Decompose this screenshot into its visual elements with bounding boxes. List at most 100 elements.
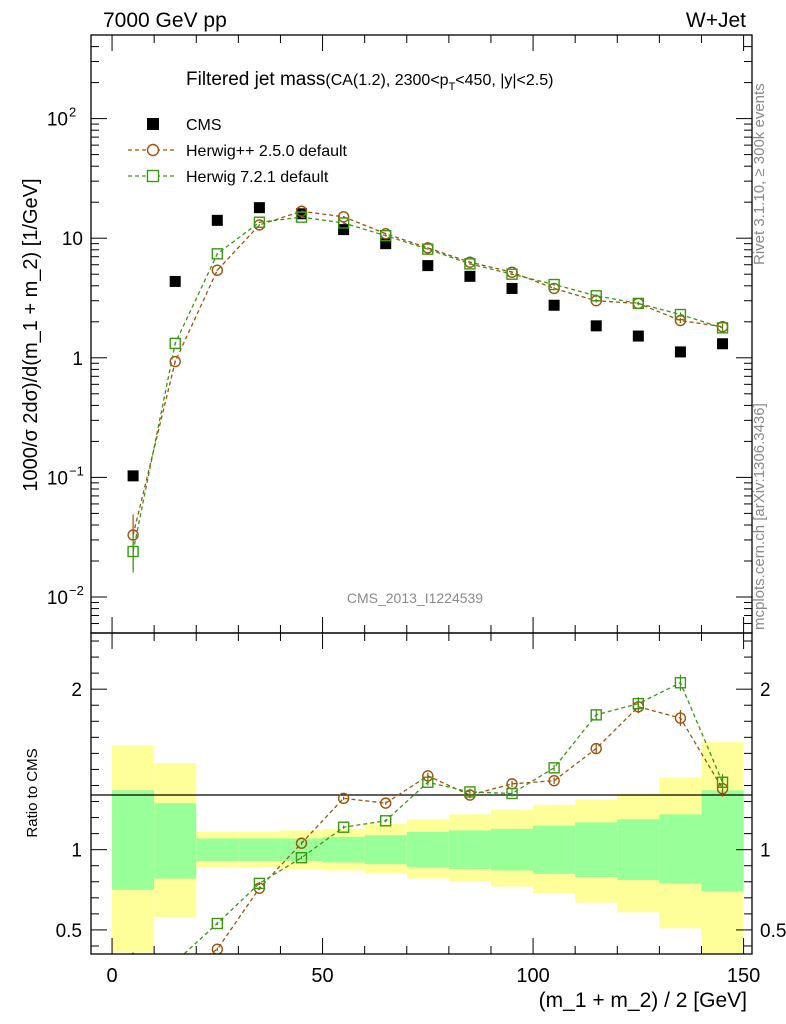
herwig7-point: [632, 297, 645, 310]
legend-label: Herwig 7.2.1 default: [186, 169, 329, 186]
herwig7-point: [211, 248, 224, 260]
herwig7-point: [169, 337, 181, 350]
herwig7-point: [295, 211, 308, 223]
ratio-point-herwig7: [128, 968, 138, 978]
band-inner: [659, 814, 702, 884]
herwigpp-point: [211, 264, 224, 276]
cms-data-point: [548, 299, 560, 311]
ratio-point-herwig7: [380, 815, 392, 827]
herwig7-point: [422, 243, 434, 255]
cms-data-point: [169, 275, 181, 287]
ratio-y-tick-label: 2: [71, 680, 82, 701]
ratio-point-herwig7: [253, 877, 266, 890]
ratio-y-tick-label: 1: [71, 841, 82, 862]
band-inner: [448, 830, 491, 869]
band-inner: [490, 828, 534, 871]
title-sub-sub: T: [449, 81, 456, 93]
band-inner: [154, 803, 197, 879]
cms-data-point: [464, 270, 476, 282]
ratio-point-herwig7: [674, 677, 687, 689]
legend-label: CMS: [186, 117, 222, 134]
ratio-y-tick-label-right: 1: [760, 841, 771, 862]
ratio-series: [128, 674, 729, 981]
cms-data-point: [253, 202, 265, 214]
x-axis-label: (m_1 + m_2) / 2 [GeV]: [539, 989, 747, 1012]
ratio-point-herwig7: [422, 776, 434, 788]
y-tick-exponent: 2: [69, 105, 76, 120]
y-axis-label: 1000/σ 2dσ)/d(m_1 + m_2) [1/GeV]: [20, 178, 42, 491]
title-sub-pre: (CA(1.2), 2300<p: [325, 72, 448, 89]
ratio-point-herwig7: [295, 852, 308, 864]
band-inner: [112, 790, 155, 890]
ratio-point-herwig7: [506, 787, 518, 800]
ratio-point-herwig7: [548, 762, 560, 774]
rivet-label: Rivet 3.1.10, ≥ 300k events: [751, 83, 768, 265]
y-tick-label: 10: [62, 229, 83, 250]
cms-data-point: [674, 346, 686, 358]
herwig7-point: [590, 290, 602, 302]
y-tick-label: 1: [72, 349, 83, 370]
cms-data-point: [422, 260, 434, 272]
legend-marker-cms: [147, 118, 159, 130]
ratio-point-herwigpp: [548, 774, 560, 787]
ratio-point-herwigpp: [295, 837, 308, 849]
main-series: [127, 202, 729, 573]
ratio-axes: 0 50 100 150 0.5 0.5 1 1 2 2: [56, 633, 786, 987]
band-inner: [575, 822, 618, 877]
ratio-point-herwig7: [337, 821, 350, 833]
header-right: W+Jet: [686, 9, 746, 32]
ratio-point-herwigpp: [590, 742, 602, 755]
title-sub-post: <450, |y|<2.5): [455, 72, 553, 89]
ratio-ylabel: Ratio to CMS: [24, 748, 41, 837]
y-tick-label: 10: [47, 468, 68, 489]
ratio-point-herwigpp: [211, 943, 224, 954]
legend-label: Herwig++ 2.5.0 default: [186, 143, 348, 160]
band-inner: [238, 838, 281, 861]
ratio-y-tick-label: 0.5: [56, 921, 82, 942]
ratio-point-herwigpp: [337, 792, 350, 805]
herwig7-point: [506, 268, 518, 280]
band-inner: [701, 790, 744, 892]
cms-data-point: [296, 208, 308, 220]
ratio-y-tick-label-right: 2: [760, 680, 771, 701]
header-left: 7000 GeV pp: [103, 9, 227, 32]
y-tick-exponent: −1: [69, 463, 84, 478]
mcplots-label: mcplots.cern.ch [arXiv:1306.3436]: [751, 403, 768, 630]
band-inner: [280, 838, 323, 861]
herwig7-point: [127, 545, 139, 558]
ratio-y-tick-label-right: 0.5: [760, 921, 786, 942]
x-tick-label: 150: [727, 965, 760, 987]
herwig7-point: [253, 216, 266, 228]
herwig7-point: [337, 217, 350, 229]
ratio-point-herwigpp: [380, 797, 392, 809]
analysis-watermark: CMS_2013_I1224539: [347, 590, 483, 606]
cms-data-point: [632, 330, 644, 342]
ratio-point-herwigpp: [674, 712, 687, 724]
band-inner: [533, 825, 576, 874]
uncertainty-bands: [112, 742, 744, 954]
ratio-point-herwig7: [211, 917, 224, 930]
cms-data-point: [211, 214, 223, 226]
herwig7-point: [548, 278, 560, 291]
y-tick-label: 10: [47, 110, 68, 131]
x-tick-label: 100: [516, 965, 549, 987]
band-inner: [364, 835, 407, 865]
y-tick-label: 10: [47, 588, 68, 609]
chart-title: Filtered jet mass(CA(1.2), 2300<pT<450, …: [186, 69, 553, 93]
ratio-point-herwig7: [632, 697, 645, 710]
ratio-point-herwigpp: [170, 971, 180, 981]
band-inner: [322, 836, 365, 863]
cms-data-point: [338, 224, 350, 236]
legend-marker-circle: [146, 143, 160, 157]
ratio-point-herwig7: [716, 776, 729, 788]
x-tick-label: 50: [311, 965, 333, 987]
ratio-frame: [90, 632, 753, 955]
herwigpp-point: [295, 205, 308, 217]
herwig7-point: [464, 258, 476, 270]
ratio-panel: 0 50 100 150 0.5 0.5 1 1 2 2 Ratio to CMS (m_1 + …: [24, 633, 786, 1012]
herwig7-point: [674, 308, 687, 321]
title-main: Filtered jet mass: [186, 69, 325, 90]
cms-data-point: [380, 238, 392, 250]
x-tick-label: 0: [106, 965, 117, 987]
ratio-point-herwig7: [464, 786, 476, 798]
